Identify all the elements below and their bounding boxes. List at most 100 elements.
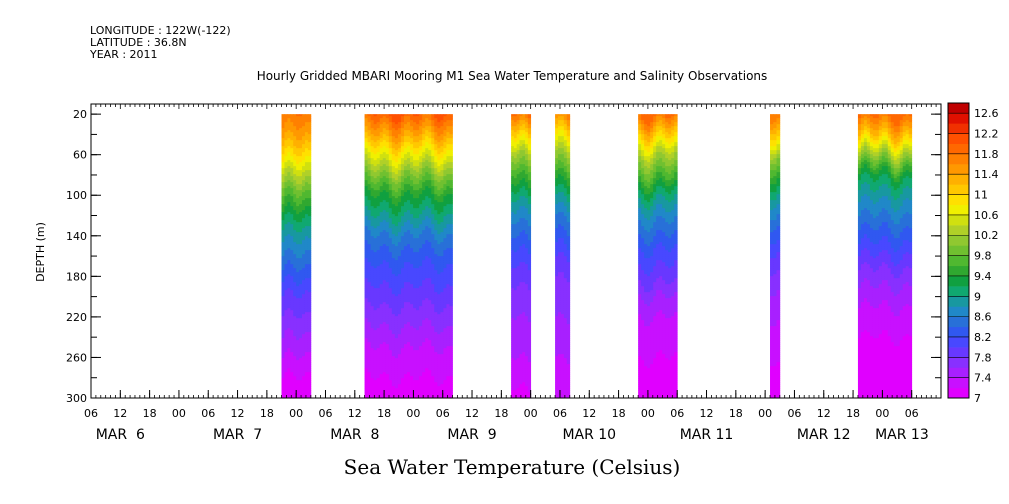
temperature-cell xyxy=(367,198,372,201)
temperature-cell xyxy=(407,238,411,241)
temperature-cell xyxy=(299,184,303,187)
temperature-cell xyxy=(403,298,408,301)
temperature-cell xyxy=(379,322,384,325)
temperature-cell xyxy=(284,232,288,235)
temperature-cell xyxy=(304,378,309,381)
temperature-cell xyxy=(394,244,399,247)
temperature-cell xyxy=(382,322,387,325)
temperature-cell xyxy=(434,190,438,193)
temperature-cell xyxy=(373,368,378,371)
temperature-cell xyxy=(425,164,429,167)
temperature-cell xyxy=(388,308,393,311)
temperature-cell xyxy=(388,282,393,285)
temperature-cell xyxy=(385,264,390,267)
temperature-cell xyxy=(397,136,402,139)
temperature-cell xyxy=(422,350,426,353)
temperature-cell xyxy=(382,306,387,309)
temperature-cell xyxy=(416,370,420,373)
temperature-cell xyxy=(428,334,432,337)
temperature-cell xyxy=(373,276,378,279)
temperature-cell xyxy=(290,284,294,287)
temperature-cell xyxy=(422,330,426,333)
temperature-cell xyxy=(431,150,435,153)
temperature-cell xyxy=(290,220,294,223)
temperature-cell xyxy=(385,142,390,145)
temperature-cell xyxy=(296,164,300,167)
temperature-cell xyxy=(385,226,390,229)
temperature-cell xyxy=(299,382,303,385)
temperature-cell xyxy=(391,130,396,133)
temperature-cell xyxy=(367,270,372,273)
temperature-cell xyxy=(431,280,435,283)
temperature-cell xyxy=(290,266,294,269)
temperature-cell xyxy=(431,260,435,263)
temperature-cell xyxy=(284,158,288,161)
temperature-cell xyxy=(388,214,393,217)
temperature-cell xyxy=(385,236,390,239)
temperature-cell xyxy=(397,222,402,225)
temperature-cell xyxy=(394,282,399,285)
temperature-cell xyxy=(304,140,309,143)
temperature-cell xyxy=(400,312,405,315)
temperature-cell xyxy=(400,338,405,341)
temperature-cell xyxy=(373,374,378,377)
temperature-cell xyxy=(422,352,426,355)
temperature-cell xyxy=(367,312,372,315)
temperature-cell xyxy=(284,308,288,311)
temperature-cell xyxy=(434,188,438,191)
temperature-cell xyxy=(419,344,423,347)
temperature-cell xyxy=(391,114,396,117)
temperature-cell xyxy=(437,236,441,239)
temperature-cell xyxy=(281,232,285,235)
temperature-cell xyxy=(419,262,423,265)
temperature-cell xyxy=(293,190,297,193)
temperature-cell xyxy=(302,196,306,199)
temperature-cell xyxy=(281,184,285,187)
temperature-cell xyxy=(419,336,423,339)
temperature-cell xyxy=(367,212,372,215)
temperature-cell xyxy=(364,120,368,123)
temperature-cell xyxy=(296,344,300,347)
temperature-cell xyxy=(376,314,381,317)
temperature-cell xyxy=(290,144,294,147)
temperature-cell xyxy=(299,138,303,141)
temperature-cell xyxy=(293,154,297,157)
temperature-cell xyxy=(385,166,390,169)
temperature-cell xyxy=(407,226,411,229)
temperature-cell xyxy=(403,116,408,119)
temperature-cell xyxy=(400,188,405,191)
temperature-cell xyxy=(367,230,372,233)
temperature-cell xyxy=(425,256,429,259)
temperature-cell xyxy=(385,350,390,353)
temperature-cell xyxy=(434,276,438,279)
temperature-cell xyxy=(287,160,291,163)
temperature-cell xyxy=(403,342,408,345)
temperature-cell xyxy=(403,146,408,149)
temperature-cell xyxy=(391,340,396,343)
temperature-cell xyxy=(293,164,297,167)
temperature-cell xyxy=(397,276,402,279)
temperature-cell xyxy=(307,292,312,295)
temperature-cell xyxy=(422,358,426,361)
temperature-cell xyxy=(428,232,432,235)
temperature-cell xyxy=(422,256,426,259)
temperature-cell xyxy=(281,168,285,171)
temperature-cell xyxy=(370,360,375,363)
temperature-cell xyxy=(394,208,399,211)
temperature-cell xyxy=(394,226,399,229)
temperature-cell xyxy=(400,238,405,241)
temperature-cell xyxy=(400,266,405,269)
temperature-cell xyxy=(379,378,384,381)
temperature-cell xyxy=(385,294,390,297)
temperature-cell xyxy=(437,194,441,197)
temperature-cell xyxy=(304,332,309,335)
temperature-cell xyxy=(293,124,297,127)
temperature-cell xyxy=(425,244,429,247)
temperature-cell xyxy=(403,278,408,281)
temperature-cell xyxy=(416,176,420,179)
temperature-cell xyxy=(293,350,297,353)
temperature-cell xyxy=(419,284,423,287)
temperature-cell xyxy=(290,334,294,337)
temperature-cell xyxy=(299,180,303,183)
temperature-cell xyxy=(293,374,297,377)
